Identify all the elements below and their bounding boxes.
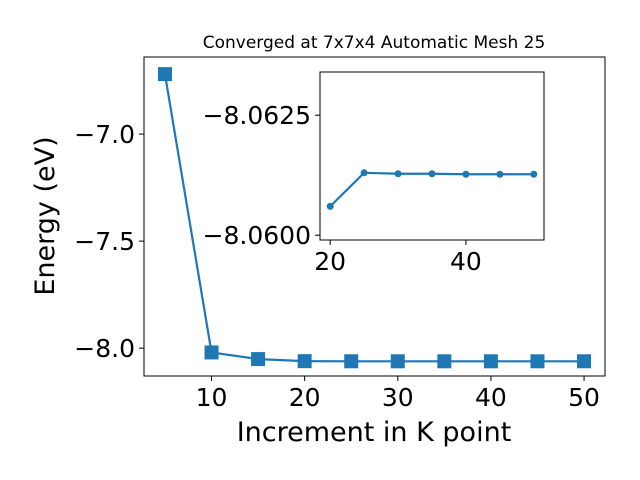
main-x-tick-label: 30 bbox=[382, 383, 414, 412]
main-data-point bbox=[577, 354, 592, 369]
inset-data-point bbox=[326, 202, 334, 210]
main-plot-area: 10 20 30 40 50 −7.0 −7.5 −8.0 bbox=[74, 56, 606, 412]
inset-y-ticks: −8.0625 −8.0600 bbox=[203, 101, 320, 250]
inset-y-tick-label: −8.0600 bbox=[203, 221, 311, 250]
inset-x-tick-label: 40 bbox=[450, 247, 482, 276]
main-data-point bbox=[344, 354, 359, 369]
inset-data-point bbox=[428, 170, 436, 178]
inset-series bbox=[326, 169, 538, 210]
main-data-point bbox=[483, 354, 498, 369]
inset-axes-frame bbox=[319, 71, 545, 241]
inset-data-point bbox=[530, 170, 538, 178]
main-axes-frame bbox=[143, 56, 606, 377]
main-data-point bbox=[204, 345, 219, 360]
main-series-line bbox=[163, 73, 585, 363]
main-x-tick-label: 20 bbox=[289, 383, 321, 412]
inset-y-tick-label: −8.0625 bbox=[203, 101, 311, 130]
x-axis-label: Increment in K point bbox=[237, 417, 512, 448]
main-series bbox=[157, 67, 592, 369]
main-y-tick-label: −8.0 bbox=[74, 334, 135, 363]
inset-x-tick-label: 20 bbox=[314, 247, 346, 276]
y-axis-label: Energy (eV) bbox=[30, 136, 61, 295]
inset-data-point bbox=[462, 170, 470, 178]
inset-plot-area: 20 40 −8.0625−8.0600 bbox=[203, 71, 545, 276]
main-x-tick-label: 10 bbox=[196, 383, 228, 412]
main-y-tick-label: −7.5 bbox=[74, 227, 135, 256]
main-x-tick-label: 50 bbox=[568, 383, 600, 412]
main-data-point bbox=[297, 354, 312, 369]
inset-data-point bbox=[496, 170, 504, 178]
main-y-tick-label: −7.0 bbox=[74, 120, 135, 149]
main-data-point bbox=[251, 352, 266, 367]
inset-x-ticks: 20 40 bbox=[314, 240, 482, 276]
main-data-point bbox=[390, 354, 405, 369]
inset-data-point bbox=[360, 169, 368, 177]
main-data-point bbox=[157, 67, 172, 82]
main-x-tick-label: 40 bbox=[475, 383, 507, 412]
inset-data-point bbox=[394, 170, 402, 178]
chart-title: Converged at 7x7x4 Automatic Mesh 25 bbox=[203, 33, 546, 53]
main-data-point bbox=[530, 354, 545, 369]
main-y-ticks: −7.0 −7.5 −8.0 bbox=[74, 120, 144, 363]
main-data-point bbox=[437, 354, 452, 369]
main-x-ticks: 10 20 30 40 50 bbox=[196, 376, 600, 412]
